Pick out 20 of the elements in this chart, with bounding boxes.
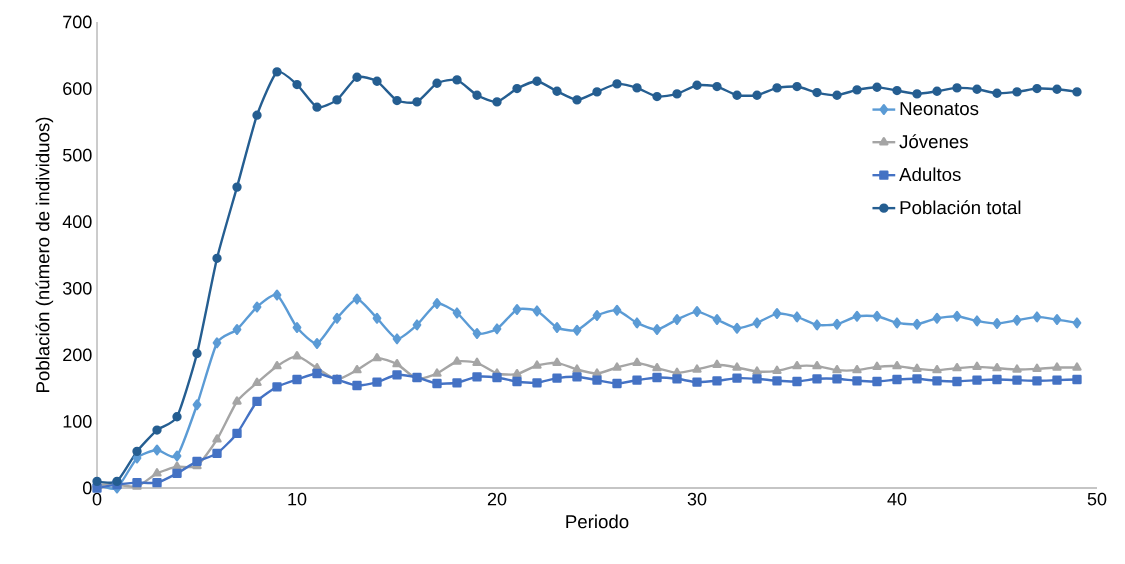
x-tick-label: 10 [288,492,307,506]
legend-label: Adultos [899,167,961,182]
y-tick-label: 100 [63,415,92,428]
y-tick-label: 400 [62,215,92,229]
y-axis-title: Población (número de individuos) [35,117,54,392]
y-tick-label: 300 [62,281,92,295]
legend-label: Jóvenes [899,134,968,149]
y-tick-label: 200 [63,348,92,362]
x-tick-label: 0 [92,492,102,506]
x-tick-label: 40 [887,492,907,506]
x-tick-label: 30 [687,492,707,506]
legend-label: Neonatos [900,102,979,116]
x-tick-label: 50 [1087,492,1107,506]
y-tick-label: 700 [63,15,92,29]
legend-label: Población total [900,200,1021,215]
y-tick-label: 500 [62,148,92,162]
y-tick-label: 0 [83,481,92,495]
x-tick-label: 20 [487,492,507,506]
x-axis-title: Periodo [566,514,629,529]
y-tick-label: 600 [63,82,92,95]
